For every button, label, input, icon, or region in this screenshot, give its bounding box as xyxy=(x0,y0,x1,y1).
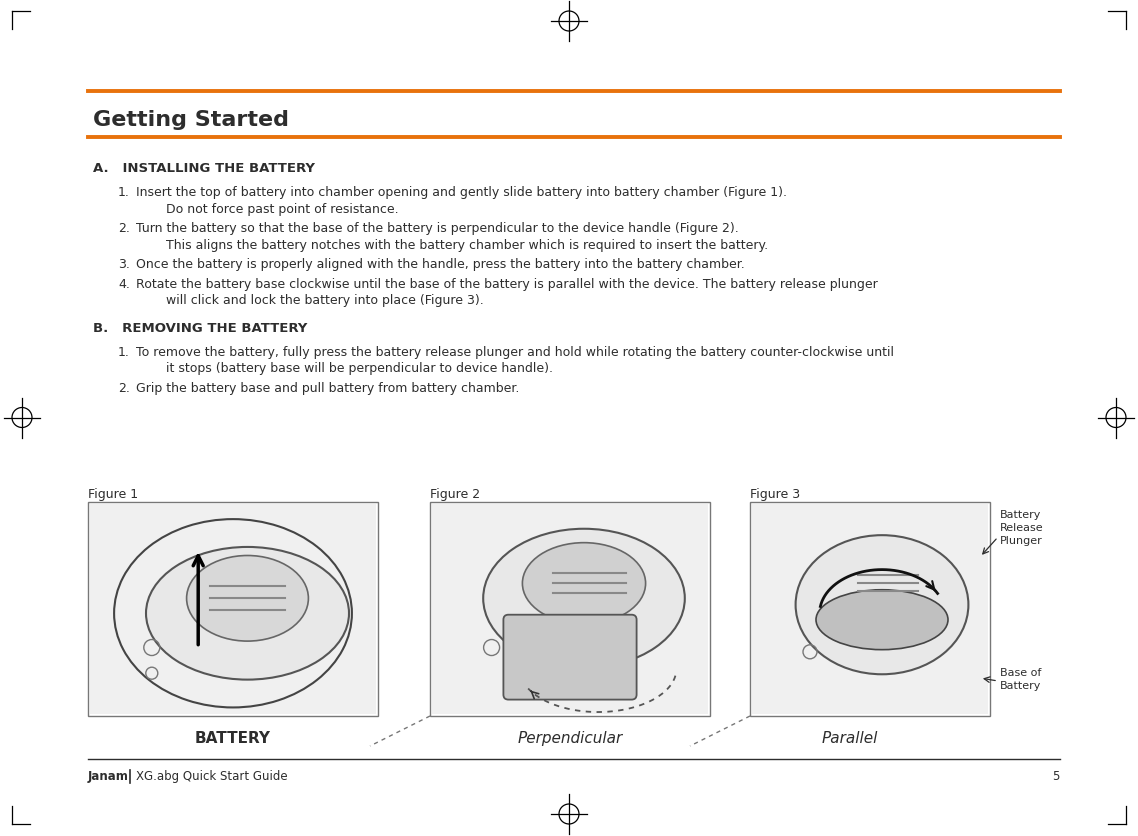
Text: 4.: 4. xyxy=(118,278,130,290)
Text: Parallel: Parallel xyxy=(822,730,879,745)
Text: Grip the battery base and pull battery from battery chamber.: Grip the battery base and pull battery f… xyxy=(137,381,519,394)
Ellipse shape xyxy=(484,529,685,668)
Bar xyxy=(432,504,708,714)
Ellipse shape xyxy=(816,590,948,650)
Text: XG.abg Quick Start Guide: XG.abg Quick Start Guide xyxy=(137,769,288,782)
Text: Janam: Janam xyxy=(88,769,129,782)
Text: will click and lock the battery into place (Figure 3).: will click and lock the battery into pla… xyxy=(166,293,484,307)
Text: 1.: 1. xyxy=(118,186,130,199)
Text: Figure 2: Figure 2 xyxy=(430,487,480,501)
Text: 5: 5 xyxy=(1053,769,1059,782)
Ellipse shape xyxy=(795,536,968,675)
FancyBboxPatch shape xyxy=(503,615,636,700)
Text: Figure 1: Figure 1 xyxy=(88,487,138,501)
Bar xyxy=(430,502,710,716)
Text: 2.: 2. xyxy=(118,222,130,235)
Ellipse shape xyxy=(187,556,308,641)
Text: This aligns the battery notches with the battery chamber which is required to in: This aligns the battery notches with the… xyxy=(166,238,768,251)
Text: Rotate the battery base clockwise until the base of the battery is parallel with: Rotate the battery base clockwise until … xyxy=(137,278,877,290)
Text: Figure 3: Figure 3 xyxy=(750,487,800,501)
Bar xyxy=(88,502,378,716)
Bar xyxy=(90,504,376,714)
Text: To remove the battery, fully press the battery release plunger and hold while ro: To remove the battery, fully press the b… xyxy=(137,345,894,358)
Ellipse shape xyxy=(146,548,349,680)
Text: B.   REMOVING THE BATTERY: B. REMOVING THE BATTERY xyxy=(93,321,307,334)
Text: A.   INSTALLING THE BATTERY: A. INSTALLING THE BATTERY xyxy=(93,162,315,175)
Text: Turn the battery so that the base of the battery is perpendicular to the device : Turn the battery so that the base of the… xyxy=(137,222,739,235)
Text: it stops (battery base will be perpendicular to device handle).: it stops (battery base will be perpendic… xyxy=(166,361,553,375)
Text: Perpendicular: Perpendicular xyxy=(518,730,622,745)
Text: Do not force past point of resistance.: Do not force past point of resistance. xyxy=(166,202,398,215)
Text: 2.: 2. xyxy=(118,381,130,394)
Text: BATTERY: BATTERY xyxy=(195,730,271,745)
Text: Base of
Battery: Base of Battery xyxy=(1000,667,1041,691)
Ellipse shape xyxy=(522,543,645,624)
Text: 3.: 3. xyxy=(118,257,130,271)
Text: Getting Started: Getting Started xyxy=(93,110,289,130)
Bar xyxy=(750,502,990,716)
Text: Insert the top of battery into chamber opening and gently slide battery into bat: Insert the top of battery into chamber o… xyxy=(137,186,787,199)
Text: Once the battery is properly aligned with the handle, press the battery into the: Once the battery is properly aligned wit… xyxy=(137,257,744,271)
Bar xyxy=(752,504,988,714)
Text: Battery
Release
Plunger: Battery Release Plunger xyxy=(1000,509,1044,546)
Text: 1.: 1. xyxy=(118,345,130,358)
